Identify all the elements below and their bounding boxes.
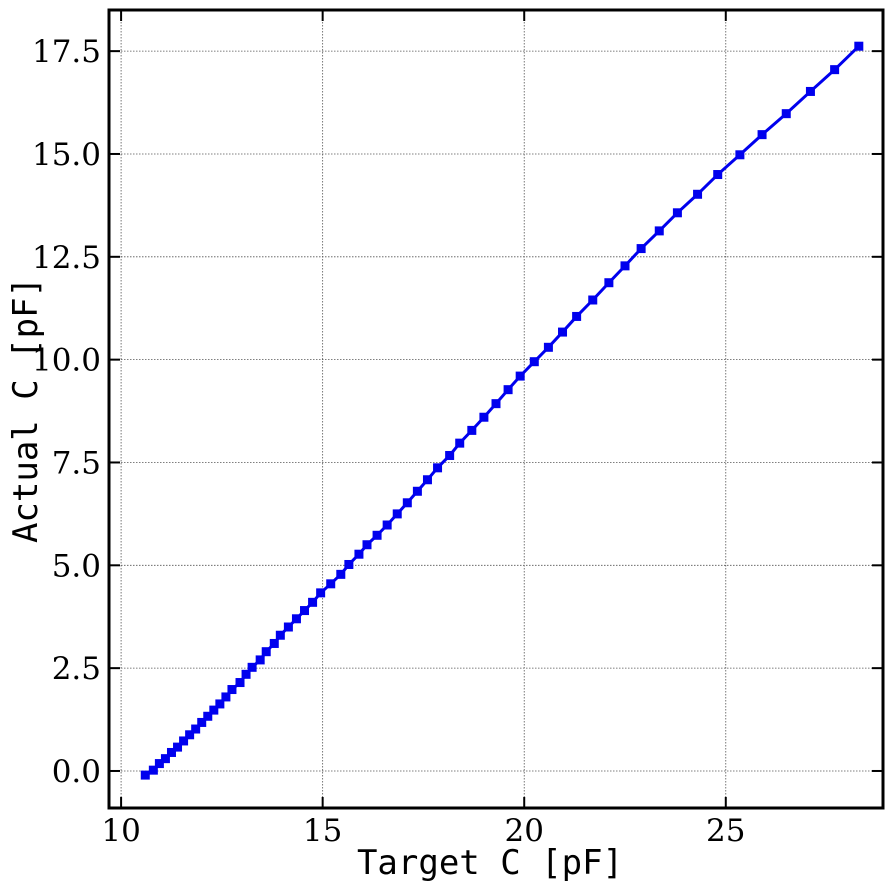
data-point-marker [491,399,501,409]
data-point-marker [433,463,443,473]
plot-frame [107,8,885,810]
y-tick-label: 5.0 [52,548,101,584]
label-layer: 10 15 20 25 0.0 2.5 5.0 7.5 10.0 12.5 15.0 17.5 [32,34,746,849]
y-tick-label: 0.0 [52,754,101,790]
data-point-marker [336,569,346,579]
data-point-marker [173,742,183,752]
y-tick-label: 2.5 [52,651,101,687]
data-point-marker [455,438,465,448]
data-point-marker [179,736,189,746]
data-point-marker [269,638,279,648]
x-tick-label: 15 [303,813,342,849]
frame-layer [107,8,885,810]
y-tick-label: 12.5 [32,240,101,276]
data-point-marker [203,711,213,721]
data-point-marker [781,109,791,119]
x-tick-label: 20 [504,813,543,849]
data-point-marker [558,327,568,337]
data-point-marker [672,208,682,218]
data-point-marker [572,311,582,321]
data-point-marker [713,170,723,180]
data-point-marker [241,669,251,679]
data-point-marker [247,662,257,672]
data-point-marker [185,730,195,740]
data-point-marker [830,65,840,75]
data-point-marker [354,549,364,559]
x-tick-label: 25 [706,813,745,849]
data-point-marker [467,425,477,435]
data-point-marker [275,630,285,640]
data-point-marker [543,342,553,352]
data-point-marker [392,509,402,519]
y-tick-label: 17.5 [32,34,101,70]
data-point-marker [604,278,614,288]
data-point-marker [148,765,158,775]
data-point-marker [227,685,237,695]
data-point-marker [529,357,539,367]
data-point-marker [191,724,201,734]
data-point-marker [805,86,815,96]
data-point-marker [326,579,336,589]
y-tick-label: 7.5 [52,445,101,481]
data-point-marker [166,747,176,757]
data-point-marker [735,150,745,160]
x-tick-label: 10 [101,813,140,849]
data-point-marker [372,530,382,540]
data-point-marker [479,412,489,422]
y-tick-label: 10.0 [32,343,101,379]
data-point-marker [308,597,318,607]
data-point-marker [362,540,372,550]
data-point-marker [620,261,630,271]
data-point-marker [140,770,150,780]
data-point-marker [588,295,598,305]
y-tick-label: 15.0 [32,137,101,173]
data-point-marker [160,754,170,764]
x-axis-title: Target C [pF] [357,843,623,883]
data-point-marker [154,759,164,769]
data-point-marker [197,717,207,727]
data-point-marker [221,692,231,702]
data-point-marker [654,226,664,236]
grid-layer [109,10,883,808]
data-point-marker [344,559,354,569]
data-point-marker [300,606,310,616]
data-point-marker [636,244,646,254]
y-axis-title: Actual C [pF] [6,277,46,543]
data-point-marker [422,475,432,485]
data-point-marker [283,622,293,632]
data-point-marker [515,371,525,381]
data-point-marker [215,699,225,709]
data-point-marker [757,130,767,140]
data-point-marker [445,450,455,460]
data-point-marker [209,705,219,715]
data-point-marker [693,189,703,199]
series-layer [140,41,864,780]
data-point-marker [291,614,301,624]
data-point-marker [412,486,422,496]
data-point-marker [316,588,326,598]
data-point-marker [261,647,271,657]
data-point-marker [854,41,864,51]
data-point-marker [255,655,265,665]
data-point-marker [235,678,245,688]
data-point-marker [402,498,412,508]
data-point-marker [382,520,392,530]
data-point-marker [503,385,513,395]
